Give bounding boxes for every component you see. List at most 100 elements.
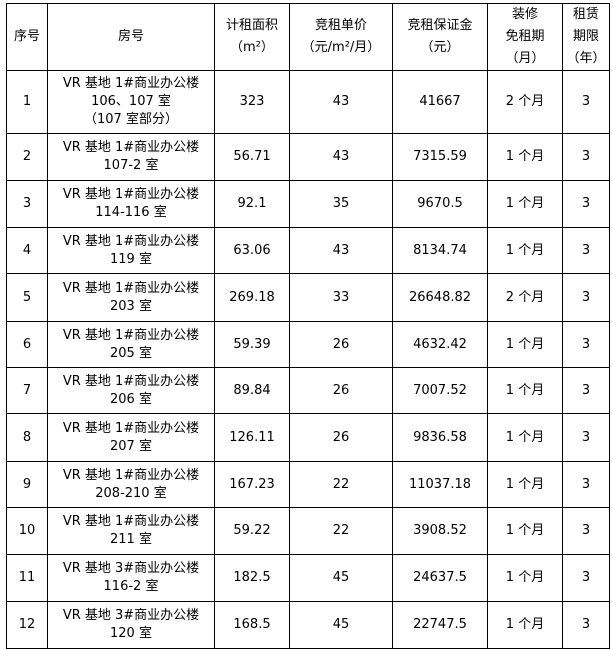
cell-free-period: 1 个月 <box>487 554 563 602</box>
cell-price: 45 <box>289 554 393 602</box>
cell-deposit: 41667 <box>392 70 488 134</box>
room-line: VR 基地 3#商业办公楼 <box>62 561 200 576</box>
room-line: 120 室 <box>110 626 152 641</box>
cell-room: VR 基地 1#商业办公楼 119 室 <box>47 227 215 274</box>
cell-room: VR 基地 3#商业办公楼 116-2 室 <box>47 554 215 602</box>
cell-deposit: 7007.52 <box>392 367 488 414</box>
header-line: 期限 <box>572 29 599 44</box>
cell-deposit: 9836.58 <box>392 413 488 462</box>
table-row: 6 VR 基地 1#商业办公楼 205 室 59.39 26 4632.42 1 个月 3 <box>6 321 610 368</box>
header-line: （年） <box>566 51 606 66</box>
cell-free-period: 1 个月 <box>487 227 563 274</box>
cell-room: VR 基地 1#商业办公楼 114-116 室 <box>47 180 215 228</box>
cell-free-period: 1 个月 <box>487 321 563 368</box>
table-row: 12 VR 基地 3#商业办公楼 120 室 168.5 45 22747.5 1 个月 3 <box>6 601 610 649</box>
header-line: 序号 <box>13 29 40 44</box>
header-line: （元/m²/月） <box>301 40 381 55</box>
header-line: （元） <box>420 40 460 55</box>
cell-no: 5 <box>6 273 48 322</box>
cell-price: 26 <box>289 413 393 462</box>
cell-area: 126.11 <box>214 413 290 462</box>
table-row: 8 VR 基地 1#商业办公楼 207 室 126.11 26 9836.58 1 个月 3 <box>6 413 610 462</box>
cell-area: 92.1 <box>214 180 290 228</box>
cell-deposit: 3908.52 <box>392 507 488 555</box>
header-line: 租赁 <box>572 7 599 22</box>
table-row: 1 VR 基地 1#商业办公楼 106、107 室 （107 室部分） 323 43 416… <box>6 70 610 134</box>
room-line: VR 基地 1#商业办公楼 <box>62 467 200 483</box>
room-line: VR 基地 1#商业办公楼 <box>62 373 200 389</box>
cell-room: VR 基地 1#商业办公楼 208-210 室 <box>47 461 215 508</box>
header-line: 竞租保证金 <box>407 18 473 33</box>
header-line: 计租面积 <box>225 18 278 33</box>
table-row: 5 VR 基地 1#商业办公楼 203 室 269.18 33 26648.82 2 个月 3 <box>6 273 610 322</box>
room-line: 119 室 <box>110 251 152 267</box>
cell-room: VR 基地 1#商业办公楼 106、107 室 （107 室部分） <box>47 70 215 134</box>
cell-deposit: 11037.18 <box>392 461 488 508</box>
header-row: 序号 房号 计租面积 （m²） 竞租单价 （元/m²/月） 竞租保证金 （元） 装修 免租期 （月）… <box>6 3 610 71</box>
table-row: 10 VR 基地 1#商业办公楼 211 室 59.22 22 3908.52 1 个月 3 <box>6 507 610 555</box>
cell-free-period: 1 个月 <box>487 507 563 555</box>
cell-deposit: 8134.74 <box>392 227 488 274</box>
cell-area: 168.5 <box>214 601 290 649</box>
cell-price: 22 <box>289 461 393 508</box>
room-line: VR 基地 1#商业办公楼 <box>62 233 200 249</box>
cell-no: 11 <box>6 554 48 602</box>
room-line: VR 基地 1#商业办公楼 <box>62 280 200 296</box>
cell-price: 35 <box>289 180 393 228</box>
room-line: VR 基地 3#商业办公楼 <box>62 608 200 623</box>
cell-no: 12 <box>6 601 48 649</box>
room-line: 114-116 室 <box>95 205 167 220</box>
cell-room: VR 基地 1#商业办公楼 207 室 <box>47 413 215 462</box>
room-line: VR 基地 1#商业办公楼 <box>62 187 200 202</box>
room-line: （107 室部分） <box>84 112 178 127</box>
header-price: 竞租单价 （元/m²/月） <box>289 3 393 71</box>
table-row: 3 VR 基地 1#商业办公楼 114-116 室 92.1 35 9670.5 1 个月 3 <box>6 180 610 228</box>
table-row: 4 VR 基地 1#商业办公楼 119 室 63.06 43 8134.74 1 个月 3 <box>6 227 610 274</box>
cell-term: 3 <box>562 70 610 134</box>
cell-no: 8 <box>6 413 48 462</box>
cell-free-period: 2 个月 <box>487 70 563 134</box>
room-line: 206 室 <box>110 391 152 407</box>
room-line: 107-2 室 <box>103 158 159 173</box>
cell-deposit: 7315.59 <box>392 133 488 181</box>
header-line: 房号 <box>117 29 144 44</box>
cell-term: 3 <box>562 367 610 414</box>
header-free-period: 装修 免租期 （月） <box>487 3 563 71</box>
cell-area: 89.84 <box>214 367 290 414</box>
cell-deposit: 4632.42 <box>392 321 488 368</box>
cell-no: 9 <box>6 461 48 508</box>
cell-free-period: 1 个月 <box>487 413 563 462</box>
cell-deposit: 22747.5 <box>392 601 488 649</box>
cell-price: 26 <box>289 321 393 368</box>
header-deposit: 竞租保证金 （元） <box>392 3 488 71</box>
cell-free-period: 1 个月 <box>487 367 563 414</box>
cell-term: 3 <box>562 321 610 368</box>
cell-free-period: 1 个月 <box>487 601 563 649</box>
cell-price: 33 <box>289 273 393 322</box>
cell-area: 269.18 <box>214 273 290 322</box>
table-row: 7 VR 基地 1#商业办公楼 206 室 89.84 26 7007.52 1 个月 3 <box>6 367 610 414</box>
header-line: （m²） <box>230 40 274 55</box>
cell-term: 3 <box>562 461 610 508</box>
room-line: VR 基地 1#商业办公楼 <box>62 327 200 343</box>
cell-area: 167.23 <box>214 461 290 508</box>
room-line: 208-210 室 <box>95 485 167 501</box>
cell-room: VR 基地 1#商业办公楼 206 室 <box>47 367 215 414</box>
cell-free-period: 2 个月 <box>487 273 563 322</box>
table-row: 2 VR 基地 1#商业办公楼 107-2 室 56.71 43 7315.59 1 个月 3 <box>6 133 610 181</box>
header-line: 免租期 <box>505 29 545 44</box>
cell-no: 3 <box>6 180 48 228</box>
room-line: 203 室 <box>110 298 152 314</box>
cell-no: 2 <box>6 133 48 181</box>
cell-term: 3 <box>562 601 610 649</box>
cell-room: VR 基地 1#商业办公楼 211 室 <box>47 507 215 555</box>
cell-area: 59.39 <box>214 321 290 368</box>
cell-term: 3 <box>562 554 610 602</box>
room-line: VR 基地 1#商业办公楼 <box>62 76 200 91</box>
cell-price: 22 <box>289 507 393 555</box>
cell-free-period: 1 个月 <box>487 133 563 181</box>
cell-price: 45 <box>289 601 393 649</box>
cell-term: 3 <box>562 273 610 322</box>
cell-deposit: 24637.5 <box>392 554 488 602</box>
header-room: 房号 <box>47 3 215 71</box>
